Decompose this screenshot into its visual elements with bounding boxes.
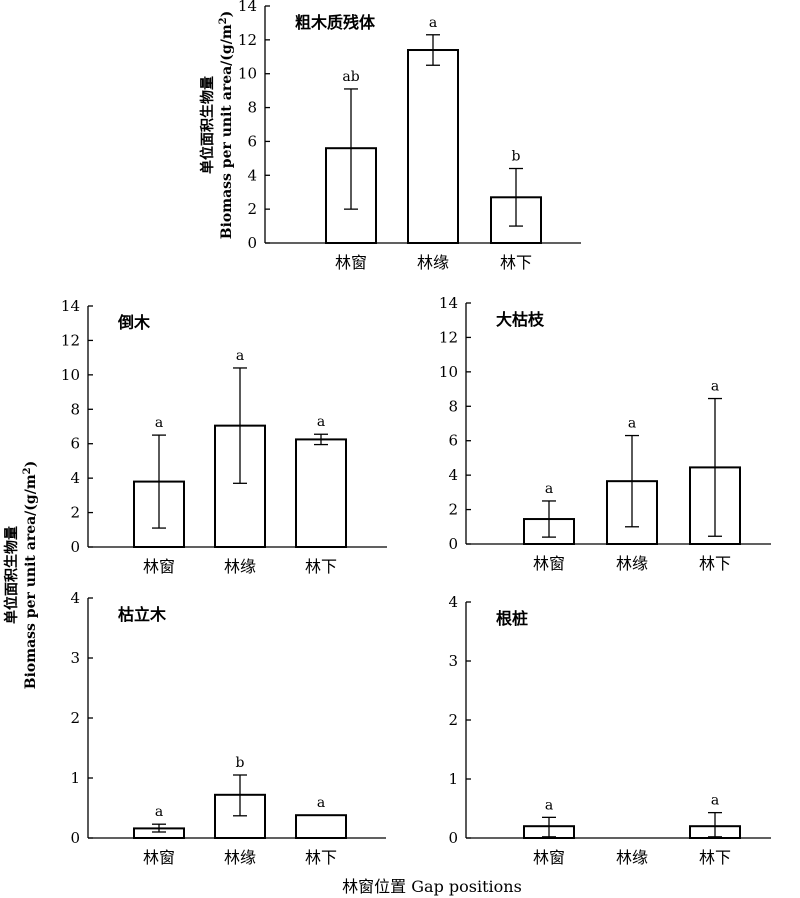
significance-label: a bbox=[317, 414, 325, 430]
bar-2 bbox=[407, 49, 459, 245]
category-label: 林缘 bbox=[224, 848, 256, 867]
category-label: 林缘 bbox=[417, 253, 449, 272]
significance-label: a bbox=[155, 804, 163, 820]
category-label: 林下 bbox=[699, 554, 731, 573]
y-tick-label: 6 bbox=[247, 132, 257, 150]
category-label: 林下 bbox=[305, 848, 337, 867]
y-tick-label: 8 bbox=[70, 400, 80, 418]
chart-panel-2: 0 2 4 6 8 10 12 14 倒木 a 林窗 a 林缘 a 林下 bbox=[61, 297, 387, 576]
significance-label: ab bbox=[342, 69, 359, 85]
y-tick-label: 1 bbox=[70, 769, 80, 787]
y-axis-label-top: 单位面积生物量 Biomass per unit area/(g/m2) bbox=[199, 11, 235, 239]
y-tick-label: 8 bbox=[448, 397, 458, 415]
significance-label: a bbox=[155, 415, 163, 431]
y-axis-label-cn: 单位面积生物量 bbox=[199, 76, 216, 174]
category-label: 林缘 bbox=[616, 848, 648, 867]
category-label: 林窗 bbox=[143, 848, 175, 867]
y-tick-label: 4 bbox=[70, 589, 80, 607]
category-label: 林缘 bbox=[616, 554, 648, 573]
significance-label: b bbox=[512, 149, 521, 165]
y-tick-label: 6 bbox=[448, 432, 458, 450]
y-tick-label: 10 bbox=[61, 366, 80, 384]
y-tick-label: 2 bbox=[448, 711, 458, 729]
y-tick-label: 4 bbox=[448, 466, 458, 484]
y-tick-label: 0 bbox=[448, 535, 458, 553]
x-axis-label: 林窗位置 Gap positions bbox=[342, 877, 522, 896]
y-axis-label-en: Biomass per unit area/(g/m2) bbox=[22, 461, 39, 689]
chart-panel-4: 0 1 2 3 4 枯立木 a 林窗 b 林缘 a 林下 bbox=[70, 589, 386, 867]
y-tick-label: 2 bbox=[70, 504, 80, 522]
panel-title: 根桩 bbox=[496, 609, 528, 628]
y-tick-label: 0 bbox=[247, 234, 257, 252]
panel-title: 枯立木 bbox=[118, 605, 167, 624]
y-tick-label: 2 bbox=[448, 501, 458, 519]
significance-label: a bbox=[317, 795, 325, 811]
category-label: 林窗 bbox=[143, 557, 175, 576]
y-tick-label: 12 bbox=[439, 328, 458, 346]
category-label: 林窗 bbox=[533, 848, 565, 867]
bar-3 bbox=[295, 438, 347, 548]
y-tick-label: 4 bbox=[448, 593, 458, 611]
y-tick-label: 14 bbox=[238, 0, 257, 15]
y-tick-label: 6 bbox=[70, 435, 80, 453]
panel-title: 倒木 bbox=[117, 313, 151, 332]
y-tick-label: 14 bbox=[439, 294, 458, 312]
y-tick-label: 2 bbox=[70, 709, 80, 727]
panels: 02468101214粗木质残体ab林窗a林缘b林下02468101214倒木a… bbox=[61, 0, 771, 867]
y-tick-label: 14 bbox=[61, 297, 80, 315]
y-tick-label: 12 bbox=[61, 331, 80, 349]
significance-label: a bbox=[545, 797, 553, 813]
chart-panel-3: 0 2 4 6 8 10 12 14 大枯枝 a 林窗 a 林缘 a 林下 bbox=[439, 294, 771, 573]
y-tick-label: 3 bbox=[70, 649, 80, 667]
significance-label: a bbox=[628, 416, 636, 432]
y-tick-label: 8 bbox=[247, 99, 257, 117]
chart-panel-5: 0 1 2 3 4 根桩 a 林窗 林缘 a 林下 bbox=[448, 593, 771, 867]
y-tick-label: 4 bbox=[247, 166, 257, 184]
y-axis-label-cn: 单位面积生物量 bbox=[3, 526, 20, 624]
category-label: 林下 bbox=[500, 253, 532, 272]
significance-label: a bbox=[236, 348, 244, 364]
y-tick-label: 3 bbox=[448, 652, 458, 670]
significance-label: a bbox=[429, 15, 437, 31]
panel-title: 粗木质残体 bbox=[295, 13, 376, 32]
y-tick-label: 10 bbox=[439, 363, 458, 381]
y-tick-label: 10 bbox=[238, 65, 257, 83]
category-label: 林窗 bbox=[335, 253, 367, 272]
panel-title: 大枯枝 bbox=[496, 310, 545, 329]
y-tick-label: 4 bbox=[70, 469, 80, 487]
y-tick-label: 0 bbox=[448, 829, 458, 847]
significance-label: a bbox=[711, 379, 719, 395]
chart-panel-1: 0 2 4 6 8 10 12 14 粗木质残体 ab 林窗 a 林缘 b 林下 bbox=[238, 0, 581, 272]
y-tick-label: 12 bbox=[238, 31, 257, 49]
y-tick-label: 2 bbox=[247, 200, 257, 218]
y-axis-label-en: Biomass per unit area/(g/m2) bbox=[218, 11, 235, 239]
significance-label: b bbox=[236, 755, 245, 771]
category-label: 林下 bbox=[305, 557, 337, 576]
significance-label: a bbox=[545, 481, 553, 497]
category-label: 林窗 bbox=[533, 554, 565, 573]
y-tick-label: 0 bbox=[70, 829, 80, 847]
category-label: 林下 bbox=[699, 848, 731, 867]
bar-3 bbox=[295, 814, 347, 840]
y-axis-label-lower: 单位面积生物量 Biomass per unit area/(g/m2) bbox=[3, 461, 39, 689]
significance-label: a bbox=[711, 793, 719, 809]
y-tick-label: 1 bbox=[448, 770, 458, 788]
y-tick-label: 0 bbox=[70, 538, 80, 556]
category-label: 林缘 bbox=[224, 557, 256, 576]
